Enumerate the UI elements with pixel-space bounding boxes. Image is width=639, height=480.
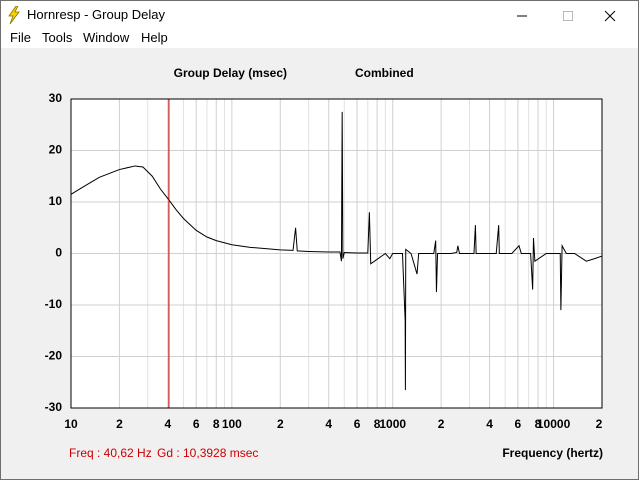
x-tick-label: 2 [438, 417, 445, 431]
window-title: Hornresp - Group Delay [27, 7, 165, 22]
x-tick-label: 1000 [379, 417, 406, 431]
menu-item[interactable]: File [10, 30, 31, 45]
x-tick-label: 8 [213, 417, 220, 431]
y-tick-label: -20 [45, 349, 63, 363]
y-tick-label: 10 [49, 194, 63, 208]
x-tick-label: 6 [515, 417, 522, 431]
window-controls[interactable] [511, 9, 621, 23]
x-tick-label: 4 [165, 417, 172, 431]
title-bar: Hornresp - Group Delay [1, 1, 638, 29]
x-tick-label: 8 [374, 417, 381, 431]
y-tick-label: -30 [45, 400, 63, 414]
x-tick-label: 2 [116, 417, 123, 431]
x-axis-label: Frequency (hertz) [502, 446, 603, 460]
x-tick-label: 6 [193, 417, 200, 431]
y-tick-label: -10 [45, 297, 63, 311]
x-tick-label: 6 [354, 417, 361, 431]
chart-title: Group Delay (msec) [174, 66, 287, 80]
status-gd: Gd : 10,3928 msec [157, 446, 258, 460]
y-tick-label: 30 [49, 91, 63, 105]
y-tick-label: 20 [49, 143, 63, 157]
menu-item[interactable]: Tools [42, 30, 73, 45]
chart: Group Delay (msec) Combined Frequency (h… [45, 66, 603, 460]
x-tick-label: 2 [277, 417, 284, 431]
chart-subtitle: Combined [355, 66, 414, 80]
x-tick-label: 4 [325, 417, 332, 431]
menu-bar: File Tools Window Help [1, 29, 638, 48]
plot-border [70, 98, 603, 409]
series-line [70, 111, 603, 390]
x-tick-label: 10000 [537, 417, 571, 431]
y-tick-label: 0 [55, 246, 62, 260]
x-tick-label: 4 [486, 417, 493, 431]
app-icon [8, 6, 20, 24]
x-tick-label: 10 [64, 417, 78, 431]
status-freq: Freq : 40,62 Hz [69, 446, 152, 460]
x-tick-label: 100 [222, 417, 242, 431]
menu-item[interactable]: Window [83, 30, 130, 45]
x-tick-label: 8 [535, 417, 542, 431]
menu-item[interactable]: Help [141, 30, 168, 45]
x-tick-label: 2 [596, 417, 603, 431]
